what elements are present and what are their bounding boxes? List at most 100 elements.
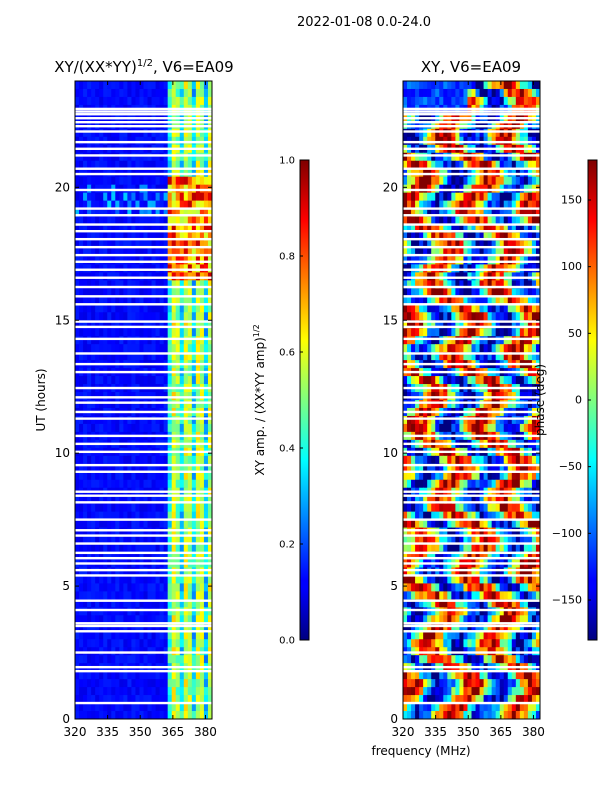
heatmap-cell bbox=[139, 631, 145, 640]
heatmap-cell bbox=[163, 551, 169, 561]
heatmap-cell bbox=[131, 376, 137, 385]
heatmap-cell bbox=[103, 655, 108, 664]
heatmap-cell bbox=[147, 591, 153, 600]
heatmap-cell bbox=[115, 328, 120, 337]
heatmap-cell bbox=[451, 248, 456, 258]
heatmap-cell bbox=[171, 655, 177, 664]
heatmap-cell bbox=[531, 471, 537, 481]
heatmap-cell bbox=[87, 296, 92, 305]
heatmap-cell bbox=[443, 240, 448, 250]
heatmap-cell bbox=[135, 376, 141, 385]
heatmap-cell bbox=[459, 280, 465, 289]
heatmap-cell bbox=[479, 208, 485, 218]
heatmap-cell bbox=[175, 81, 181, 90]
heatmap-cell bbox=[503, 463, 509, 473]
heatmap-cell bbox=[175, 695, 181, 704]
heatmap-cell bbox=[99, 224, 104, 234]
heatmap-cell bbox=[207, 208, 212, 218]
heatmap-cell bbox=[107, 703, 112, 712]
heatmap-cell bbox=[155, 503, 161, 513]
heatmap-cell bbox=[203, 575, 209, 585]
heatmap-cell bbox=[459, 376, 465, 385]
heatmap-cell bbox=[79, 687, 84, 696]
heatmap-cell bbox=[199, 455, 205, 465]
heatmap-cell bbox=[131, 328, 137, 337]
heatmap-cell bbox=[143, 623, 149, 632]
heatmap-cell bbox=[167, 400, 173, 409]
heatmap-cell bbox=[419, 535, 424, 545]
heatmap-cell bbox=[119, 152, 124, 162]
heatmap-cell bbox=[519, 423, 525, 433]
heatmap-cell bbox=[147, 304, 153, 313]
heatmap-cell bbox=[475, 320, 481, 329]
heatmap-cell bbox=[471, 535, 477, 545]
heatmap-cell bbox=[455, 320, 461, 329]
heatmap-cell bbox=[151, 695, 157, 704]
heatmap-cell bbox=[127, 96, 133, 106]
heatmap-cell bbox=[139, 240, 145, 250]
heatmap-cell bbox=[139, 679, 145, 688]
heatmap-cell bbox=[439, 551, 444, 561]
heatmap-cell bbox=[159, 352, 165, 361]
heatmap-cell bbox=[195, 695, 201, 704]
heatmap-cell bbox=[447, 216, 452, 226]
heatmap-cell bbox=[191, 519, 197, 529]
heatmap-cell bbox=[471, 200, 477, 210]
heatmap-cell bbox=[439, 288, 444, 297]
heatmap-cell bbox=[519, 503, 525, 513]
heatmap-cell bbox=[111, 320, 116, 329]
heatmap-cell bbox=[119, 495, 124, 505]
heatmap-cell bbox=[175, 583, 181, 592]
heatmap-cell bbox=[195, 232, 201, 242]
heatmap-cell bbox=[479, 288, 485, 297]
heatmap-cell bbox=[103, 639, 108, 648]
heatmap-cell bbox=[175, 639, 181, 648]
heatmap-cell bbox=[467, 328, 473, 337]
heatmap-cell bbox=[155, 607, 161, 616]
heatmap-cell bbox=[407, 423, 412, 433]
heatmap-cell bbox=[427, 248, 432, 258]
heatmap-cell bbox=[435, 248, 440, 258]
flagged-row bbox=[75, 188, 212, 192]
heatmap-cell bbox=[195, 711, 201, 719]
heatmap-cell bbox=[423, 128, 428, 138]
heatmap-cell bbox=[191, 495, 197, 505]
heatmap-cell bbox=[527, 304, 533, 313]
heatmap-cell bbox=[99, 328, 104, 337]
heatmap-cell bbox=[103, 304, 108, 313]
heatmap-cell bbox=[407, 200, 412, 210]
heatmap-cell bbox=[483, 304, 489, 313]
heatmap-cell bbox=[419, 224, 424, 234]
heatmap-cell bbox=[471, 88, 477, 98]
heatmap-cell bbox=[95, 639, 100, 648]
heatmap-cell bbox=[199, 304, 205, 313]
heatmap-cell bbox=[91, 695, 96, 704]
heatmap-cell bbox=[487, 296, 493, 305]
heatmap-cell bbox=[127, 591, 133, 600]
heatmap-cell bbox=[467, 81, 473, 90]
heatmap-cell bbox=[99, 96, 104, 106]
heatmap-cell bbox=[143, 551, 149, 561]
heatmap-cell bbox=[479, 312, 485, 321]
heatmap-cell bbox=[155, 511, 161, 521]
heatmap-cell bbox=[175, 703, 181, 712]
heatmap-cell bbox=[443, 543, 448, 553]
heatmap-cell bbox=[155, 248, 161, 258]
heatmap-cell bbox=[191, 88, 197, 98]
heatmap-cell bbox=[143, 81, 149, 90]
heatmap-cell bbox=[103, 192, 108, 202]
heatmap-cell bbox=[519, 152, 525, 162]
heatmap-cell bbox=[111, 503, 116, 513]
heatmap-cell bbox=[91, 711, 96, 719]
heatmap-cell bbox=[155, 527, 161, 537]
heatmap-cell bbox=[163, 400, 169, 409]
heatmap-cell bbox=[163, 455, 169, 465]
heatmap-cell bbox=[95, 176, 100, 186]
heatmap-cell bbox=[119, 583, 124, 592]
heatmap-cell bbox=[103, 607, 108, 616]
heatmap-cell bbox=[519, 352, 525, 361]
heatmap-cell bbox=[143, 296, 149, 305]
heatmap-cell bbox=[187, 160, 193, 170]
heatmap-cell bbox=[503, 352, 509, 361]
